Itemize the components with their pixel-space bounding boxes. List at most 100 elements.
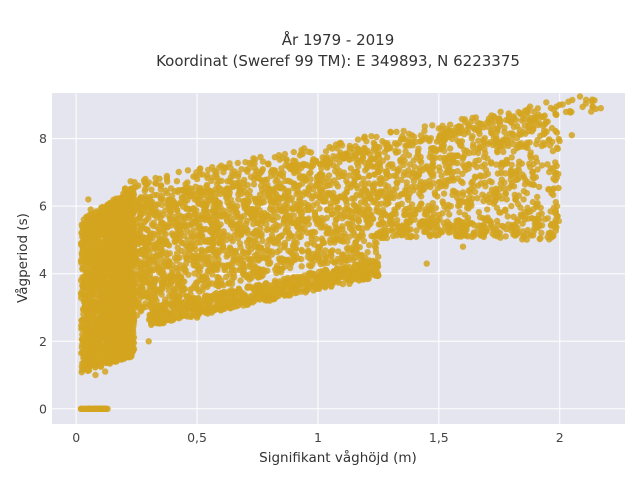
scatter-point bbox=[305, 249, 312, 256]
scatter-point bbox=[520, 232, 527, 239]
scatter-point bbox=[224, 218, 231, 225]
scatter-point bbox=[538, 162, 546, 169]
scatter-point bbox=[434, 217, 442, 224]
scatter-point bbox=[158, 291, 165, 298]
scatter-point bbox=[383, 212, 390, 219]
scatter-point bbox=[366, 206, 373, 213]
scatter-point bbox=[393, 173, 400, 180]
scatter-point bbox=[529, 174, 536, 181]
scatter-point bbox=[191, 196, 198, 203]
scatter-point bbox=[198, 233, 206, 240]
scatter-point bbox=[101, 214, 108, 221]
scatter-point bbox=[229, 261, 236, 268]
scatter-point bbox=[123, 256, 130, 263]
scatter-point bbox=[192, 246, 199, 253]
scatter-point bbox=[416, 157, 424, 164]
scatter-point bbox=[530, 125, 537, 132]
scatter-point bbox=[83, 248, 91, 255]
scatter-point bbox=[410, 187, 417, 194]
scatter-point bbox=[132, 254, 139, 262]
scatter-point bbox=[495, 139, 502, 146]
scatter-point bbox=[555, 135, 562, 143]
scatter-point bbox=[258, 230, 265, 238]
scatter-point bbox=[102, 357, 109, 364]
scatter-point bbox=[395, 193, 403, 200]
scatter-point bbox=[113, 347, 121, 355]
scatter-point bbox=[117, 204, 125, 212]
scatter-point bbox=[343, 196, 350, 204]
scatter-point bbox=[234, 209, 241, 217]
scatter-point bbox=[330, 153, 337, 160]
scatter-point bbox=[110, 266, 117, 274]
scatter-point bbox=[436, 167, 443, 174]
scatter-point bbox=[273, 221, 280, 229]
scatter-point bbox=[197, 187, 204, 194]
scatter-point bbox=[250, 181, 258, 188]
scatter-point bbox=[370, 233, 377, 240]
scatter-point bbox=[121, 298, 128, 306]
scatter-point bbox=[204, 247, 211, 254]
scatter-point bbox=[132, 280, 139, 288]
scatter-point bbox=[551, 170, 558, 177]
scatter-point bbox=[126, 206, 134, 213]
scatter-point bbox=[195, 266, 202, 273]
scatter-point bbox=[535, 183, 543, 191]
scatter-point bbox=[173, 250, 181, 257]
scatter-point bbox=[376, 175, 383, 182]
scatter-point bbox=[270, 186, 277, 194]
scatter-point bbox=[150, 230, 157, 237]
scatter-point bbox=[202, 225, 210, 233]
scatter-point bbox=[90, 342, 97, 350]
scatter-point bbox=[102, 242, 110, 249]
scatter-point bbox=[264, 241, 271, 249]
scatter-point bbox=[375, 151, 382, 158]
scatter-point bbox=[389, 186, 396, 194]
scatter-point bbox=[245, 243, 252, 250]
scatter-point bbox=[207, 225, 215, 233]
scatter-point bbox=[225, 280, 232, 287]
scatter-point bbox=[255, 199, 262, 206]
scatter-point bbox=[526, 160, 533, 168]
scatter-point bbox=[397, 158, 404, 166]
scatter-point bbox=[493, 217, 501, 225]
scatter-point bbox=[285, 177, 292, 184]
scatter-point bbox=[87, 263, 95, 270]
scatter-point bbox=[494, 170, 502, 177]
scatter-point bbox=[507, 168, 515, 175]
scatter-point bbox=[95, 232, 103, 239]
scatter-point bbox=[443, 180, 450, 188]
scatter-point bbox=[505, 221, 512, 228]
scatter-point bbox=[453, 232, 460, 240]
scatter-point bbox=[196, 223, 204, 231]
scatter-point bbox=[304, 229, 311, 237]
scatter-point bbox=[519, 213, 526, 220]
scatter-point bbox=[490, 189, 498, 196]
scatter-point bbox=[101, 313, 108, 320]
scatter-point bbox=[86, 240, 93, 247]
scatter-point bbox=[392, 210, 399, 218]
scatter-point bbox=[483, 227, 490, 235]
scatter-point bbox=[96, 325, 104, 332]
scatter-point bbox=[82, 229, 90, 236]
scatter-point bbox=[298, 246, 305, 254]
scatter-point bbox=[548, 221, 555, 229]
scatter-point bbox=[168, 230, 176, 237]
scatter-point bbox=[244, 181, 251, 189]
scatter-point bbox=[168, 278, 175, 286]
scatter-point bbox=[489, 141, 497, 149]
scatter-point bbox=[537, 234, 544, 242]
scatter-point bbox=[503, 156, 510, 164]
scatter-point bbox=[104, 323, 111, 330]
scatter-point bbox=[166, 272, 173, 279]
scatter-point bbox=[415, 145, 422, 152]
scatter-point bbox=[110, 274, 118, 281]
scatter-point bbox=[525, 124, 532, 131]
scatter-point bbox=[155, 261, 162, 268]
scatter-point bbox=[274, 248, 281, 256]
scatter-point bbox=[470, 149, 477, 156]
scatter-point bbox=[220, 212, 227, 220]
scatter-point bbox=[406, 204, 413, 212]
scatter-point bbox=[79, 266, 86, 273]
scatter-point bbox=[550, 185, 558, 192]
scatter-point bbox=[355, 224, 362, 231]
